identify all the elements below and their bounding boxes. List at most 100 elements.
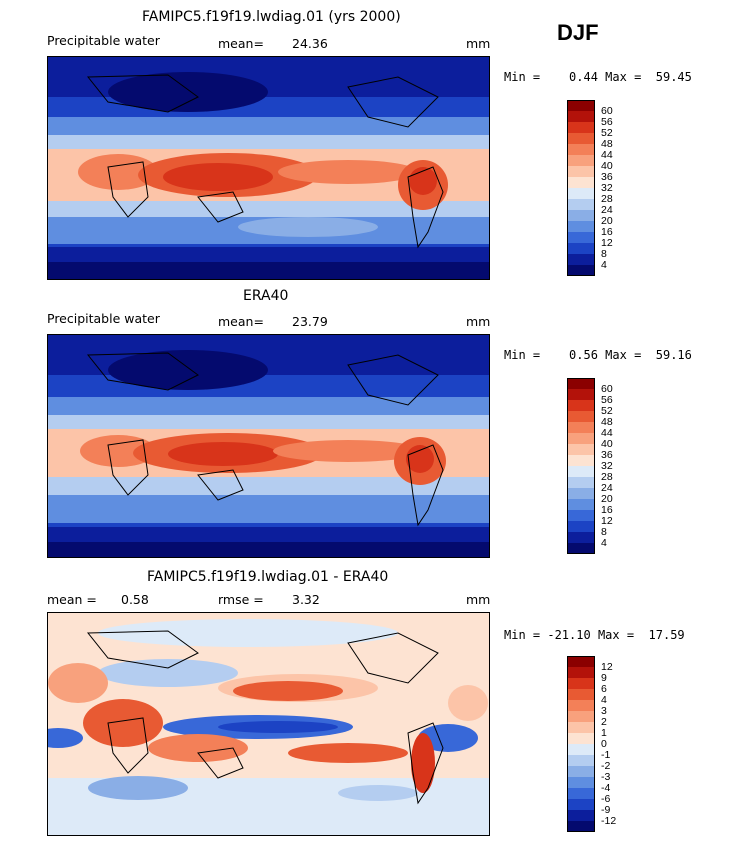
panel3-colorbar-tick-label: 0 bbox=[601, 738, 607, 750]
panel3-units: mm bbox=[466, 592, 491, 607]
panel3-colorbar-tick-label: -1 bbox=[601, 749, 611, 761]
panel2-colorbar-swatch bbox=[567, 422, 595, 433]
panel3-mean-value: 0.58 bbox=[121, 592, 149, 607]
panel2-colorbar-tick-label: 40 bbox=[601, 438, 613, 450]
panel1-colorbar-tick-label: 56 bbox=[601, 116, 613, 128]
panel3-colorbar-swatch bbox=[567, 799, 595, 810]
panel1-colorbar-swatch bbox=[567, 265, 595, 276]
panel3-colorbar: 12 9 6 4 3 2 1 0 -1 -2 -3 -4 -6 -9 -12 bbox=[567, 656, 627, 832]
panel1-colorbar-tick-label: 48 bbox=[601, 138, 613, 150]
panel2-colorbar-swatch bbox=[567, 411, 595, 422]
panel1-colorbar-swatch bbox=[567, 133, 595, 144]
panel1-colorbar-swatch bbox=[567, 111, 595, 122]
panel3-colorbar-swatch bbox=[567, 700, 595, 711]
panel1-colorbar-tick-label: 8 bbox=[601, 248, 607, 260]
panel2-colorbar-swatch bbox=[567, 455, 595, 466]
panel1-colorbar-tick-label: 36 bbox=[601, 171, 613, 183]
panel1-colorbar-tick-label: 20 bbox=[601, 215, 613, 227]
panel1-colorbar-swatch bbox=[567, 100, 595, 111]
panel1-colorbar-tick-label: 40 bbox=[601, 160, 613, 172]
panel3-colorbar-swatch bbox=[567, 755, 595, 766]
panel3-colorbar-swatch bbox=[567, 678, 595, 689]
panel2-colorbar-tick-label: 60 bbox=[601, 383, 613, 395]
panel2-colorbar-swatch bbox=[567, 378, 595, 389]
panel1-variable: Precipitable water bbox=[47, 33, 160, 48]
panel1-colorbar-swatch bbox=[567, 177, 595, 188]
panel2-min-value: 0.56 bbox=[569, 348, 598, 362]
panel3-colorbar-swatch bbox=[567, 667, 595, 678]
panel2-colorbar-tick-label: 4 bbox=[601, 537, 607, 549]
panel2-colorbar-swatch bbox=[567, 389, 595, 400]
panel1-min-value: 0.44 bbox=[569, 70, 598, 84]
panel2-colorbar-tick-label: 28 bbox=[601, 471, 613, 483]
panel1-colorbar: 60 56 52 48 44 40 36 32 28 24 20 16 12 8 4 bbox=[567, 100, 627, 276]
panel2-colorbar-swatch bbox=[567, 543, 595, 554]
panel3-colorbar-tick-label: 9 bbox=[601, 672, 607, 684]
panel1-colorbar-swatch bbox=[567, 210, 595, 221]
panel2-units: mm bbox=[466, 314, 491, 329]
panel2-colorbar-tick-label: 12 bbox=[601, 515, 613, 527]
season-label: DJF bbox=[557, 20, 599, 45]
panel1-colorbar-swatch bbox=[567, 144, 595, 155]
panel1-colorbar-tick-label: 16 bbox=[601, 226, 613, 238]
panel3-colorbar-swatch bbox=[567, 711, 595, 722]
panel2-mean-label: mean= bbox=[218, 314, 264, 329]
panel1-mean-label: mean= bbox=[218, 36, 264, 51]
panel3-max-value: 17.59 bbox=[648, 628, 685, 642]
panel2-variable: Precipitable water bbox=[47, 311, 160, 326]
panel2-colorbar-swatch bbox=[567, 488, 595, 499]
panel3-colorbar-tick-label: -4 bbox=[601, 782, 611, 794]
panel1-colorbar-tick-label: 60 bbox=[601, 105, 613, 117]
panel2-colorbar-tick-label: 8 bbox=[601, 526, 607, 538]
panel3-rmse-label: rmse = bbox=[218, 592, 264, 607]
panel1-mean-value: 24.36 bbox=[292, 36, 328, 51]
panel1-colorbar-tick-label: 32 bbox=[601, 182, 613, 194]
panel3-rmse-value: 3.32 bbox=[292, 592, 320, 607]
panel1-max-label: Max = bbox=[605, 70, 642, 84]
panel2-colorbar-swatch bbox=[567, 499, 595, 510]
panel2-minmax: Min = 0.56 Max = 59.16 bbox=[504, 348, 692, 362]
panel2-colorbar-swatch bbox=[567, 466, 595, 477]
panel2-map-svg bbox=[48, 335, 489, 557]
panel3-map-svg bbox=[48, 613, 489, 835]
panel2-title: ERA40 bbox=[243, 288, 289, 304]
panel1-colorbar-tick-label: 24 bbox=[601, 204, 613, 216]
panel2-colorbar-swatch bbox=[567, 400, 595, 411]
panel3-min-label: Min = bbox=[504, 628, 541, 642]
panel3-colorbar-tick-label: 2 bbox=[601, 716, 607, 728]
panel2-colorbar-tick-label: 32 bbox=[601, 460, 613, 472]
panel1-colorbar-tick-label: 44 bbox=[601, 149, 613, 161]
panel3-colorbar-tick-label: -6 bbox=[601, 793, 611, 805]
panel1-colorbar-swatch bbox=[567, 122, 595, 133]
panel2-colorbar-tick-label: 16 bbox=[601, 504, 613, 516]
panel1-colorbar-swatch bbox=[567, 221, 595, 232]
panel2-colorbar-tick-label: 44 bbox=[601, 427, 613, 439]
panel3-colorbar-tick-label: 6 bbox=[601, 683, 607, 695]
panel3-colorbar-tick-label: 12 bbox=[601, 661, 613, 673]
panel1-colorbar-swatch bbox=[567, 166, 595, 177]
panel2-colorbar-tick-label: 48 bbox=[601, 416, 613, 428]
panel3-map bbox=[47, 612, 490, 836]
panel3-colorbar-swatch bbox=[567, 777, 595, 788]
panel2-colorbar-swatch bbox=[567, 521, 595, 532]
panel1-units: mm bbox=[466, 36, 491, 51]
panel3-colorbar-tick-label: 3 bbox=[601, 705, 607, 717]
panel1-map-svg bbox=[48, 57, 489, 279]
panel2-colorbar-swatch bbox=[567, 510, 595, 521]
panel3-colorbar-swatch bbox=[567, 766, 595, 777]
panel3-mean-label: mean = bbox=[47, 592, 97, 607]
panel3-min-value: -21.10 bbox=[547, 628, 591, 642]
panel1-colorbar-tick-label: 52 bbox=[601, 127, 613, 139]
panel2-colorbar-swatch bbox=[567, 532, 595, 543]
panel3-colorbar-swatch bbox=[567, 656, 595, 667]
panel1-colorbar-swatch bbox=[567, 232, 595, 243]
panel3-colorbar-swatch bbox=[567, 744, 595, 755]
panel1-colorbar-swatch bbox=[567, 254, 595, 265]
panel2-colorbar-tick-label: 52 bbox=[601, 405, 613, 417]
panel2-colorbar: 60 56 52 48 44 40 36 32 28 24 20 16 12 8 4 bbox=[567, 378, 627, 554]
panel1-colorbar-swatch bbox=[567, 199, 595, 210]
panel1-colorbar-tick-label: 12 bbox=[601, 237, 613, 249]
panel3-colorbar-swatch bbox=[567, 821, 595, 832]
panel2-colorbar-tick-label: 20 bbox=[601, 493, 613, 505]
panel3-colorbar-tick-label: 1 bbox=[601, 727, 607, 739]
